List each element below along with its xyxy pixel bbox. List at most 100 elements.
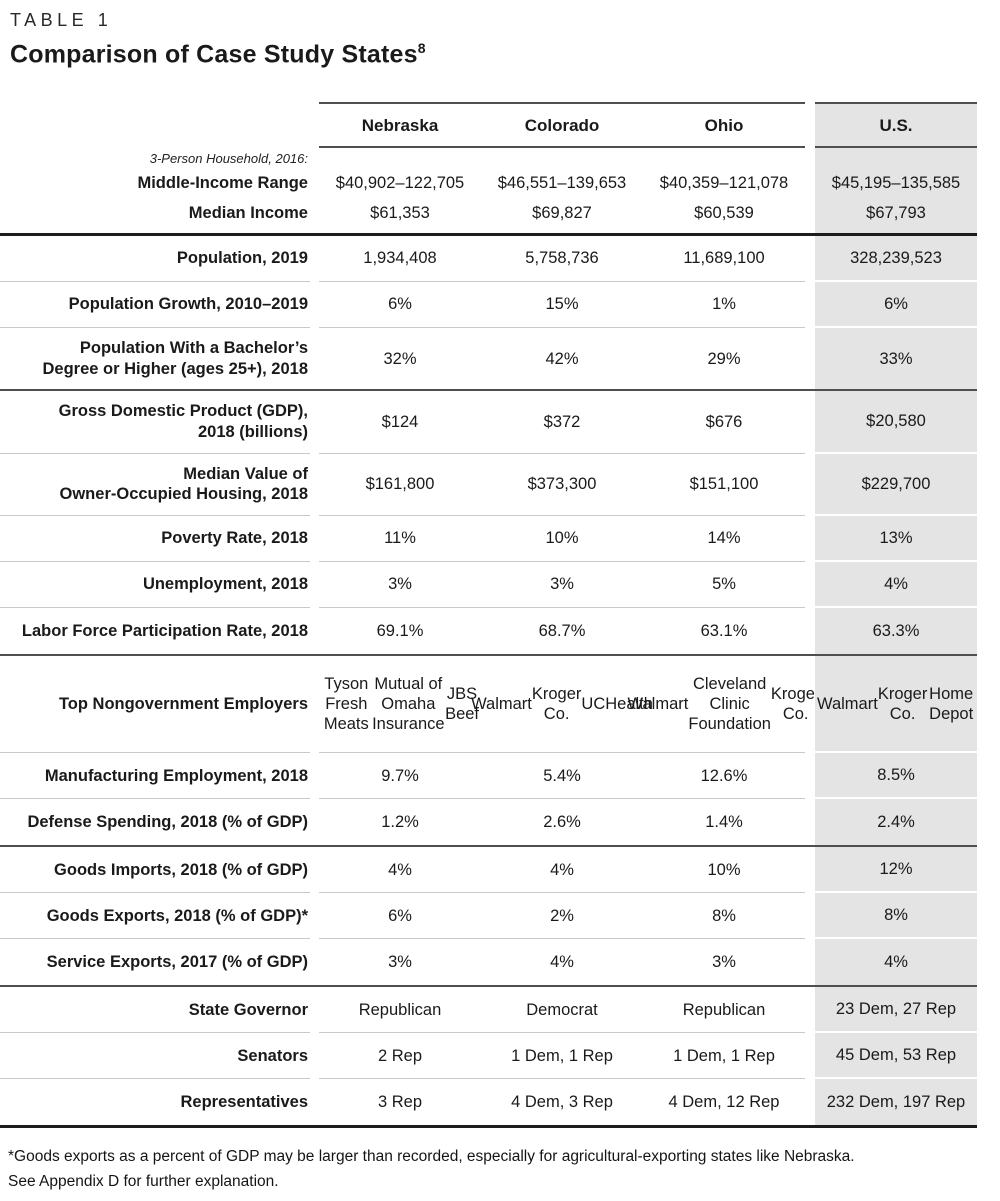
value-cell-colorado: 5.4% [481,753,643,800]
value-cell-us: Walmart Kroger Co. Home Depot [815,655,977,754]
column-headers-row: Nebraska Colorado Ohio U.S. [0,102,977,149]
employer-item: Walmart [817,694,878,713]
value-cell-colorado: 15% [481,282,643,329]
value-cell-ohio: 12.6% [643,753,805,800]
value-cell-colorado: 42% [545,349,579,368]
row-label: Population Growth, 2010–2019 [68,295,308,314]
value-cell-ohio: 4 Dem, 12 Rep [668,1093,780,1112]
value-cell-ohio: 1 Dem, 1 Rep [643,1033,805,1080]
value-cell-us: 4% [815,561,977,608]
value-cell-nebraska: 32% [383,349,417,368]
employer-item: JBS Beef [445,685,480,724]
row-label: Median Income [188,204,308,223]
row-label: Population With a Bachelor’s Degree or H… [42,339,309,378]
value-cell-colorado: $372 [481,391,643,454]
value-cell-nebraska: 6% [319,282,481,329]
row-label-cell: Senators [0,1033,310,1080]
page-title: Comparison of Case Study States8 [10,40,1000,69]
employer-item: UCHealth [581,695,653,714]
row-label: Unemployment, 2018 [142,575,308,594]
title-block: TABLE 1 Comparison of Case Study States8 [0,10,1000,69]
table-row: Defense Spending, 2018 (% of GDP) 1.2% 2… [0,799,977,848]
value-cell-us: 8% [815,893,977,940]
column-header-us: U.S. [815,102,977,149]
table-row: State Governor Republican Democrat Repub… [0,987,977,1034]
value-cell-nebraska: 11% [319,516,481,562]
value-cell-us: 45 Dem, 53 Rep [815,1033,977,1080]
row-label: Representatives [180,1093,308,1112]
value-cell-ohio: 10% [643,847,805,894]
value-cell-nebraska: 4% [319,847,481,894]
value-cell-us: 4% [815,939,977,986]
row-label: Poverty Rate, 2018 [161,529,308,548]
table-eyebrow: TABLE 1 [10,10,113,30]
table-row: Population With a Bachelor’s Degree or H… [0,328,977,392]
row-label: Goods Exports, 2018 (% of GDP)* [46,906,308,925]
table-row: Service Exports, 2017 (% of GDP) 3% 4% 3… [0,939,977,988]
value-cell-colorado: Democrat [481,987,643,1034]
row-pre-label: 3-Person Household, 2016: [149,151,308,167]
value-cell-ohio: 5% [643,562,805,608]
value-cell-nebraska: Tyson Fresh Meats Mutual of Omaha Insuran… [319,656,481,754]
value-cell-nebraska: 3% [319,562,481,608]
value-cell-ohio: $40,359–121,078 [659,173,789,192]
value-cell-nebraska: Republican [319,987,481,1034]
table-row: Top Nongovernment Employers Tyson Fresh … [0,655,977,754]
value-cell-ohio: 63.1% [700,621,748,640]
employer-item: Kroger Co. [770,685,821,724]
row-label: Senators [237,1046,308,1065]
column-header-empty [0,102,310,148]
value-cell-colorado: 2% [481,893,643,940]
value-cell-colorado: 3% [481,562,643,608]
table-row: Goods Exports, 2018 (% of GDP)* 6% 2% 8%… [0,893,977,940]
employer-item: Walmart [627,695,689,714]
value-cell-colorado: 10% [481,516,643,562]
table-row: Gross Domestic Product (GDP), 2018 (bill… [0,391,977,454]
table-row: Representatives 3 Rep 4 Dem, 3 Rep 4 Dem… [0,1079,977,1129]
column-header-ohio: Ohio [643,102,805,149]
table-row: Population Growth, 2010–2019 6% 15% 1% 6… [0,282,977,329]
row-label: Labor Force Participation Rate, 2018 [21,621,308,640]
value-cell-ohio: 8% [643,893,805,940]
value-cell-us: 13% [815,515,977,562]
value-cell-colorado: $69,827 [532,204,592,223]
title-note-ref: 8 [417,40,426,56]
row-label: Goods Imports, 2018 (% of GDP) [54,860,308,879]
value-cell-us: 12% [815,847,977,894]
row-label: Middle-Income Range [137,173,308,192]
row-label-cell: 3-Person Household, 2016: Middle-Income … [0,148,310,200]
value-cell-us: $67,793 [815,200,977,234]
value-cell-colorado: 2.6% [543,813,581,832]
row-label-cell: Population, 2019 [0,236,310,283]
table-body: 3-Person Household, 2016: Middle-Income … [0,148,977,1129]
column-header-colorado: Colorado [481,102,643,149]
row-label: Service Exports, 2017 (% of GDP) [46,953,308,972]
value-cell-ohio: 29% [707,349,741,368]
row-label: Manufacturing Employment, 2018 [44,766,308,785]
value-cell-us: 6% [815,282,977,329]
value-cell-nebraska: 9.7% [319,753,481,800]
value-cell-ohio: 11,689,100 [643,236,805,283]
value-cell-nebraska: 69.1% [376,621,424,640]
value-cell-us: $229,700 [815,453,977,516]
row-label-cell: State Governor [0,987,310,1034]
row-label: Median Value of Owner-Occupied Housing, … [59,464,308,504]
row-label: State Governor [188,1000,308,1019]
table-row: Median Income $61,353 $69,827 $60,539 $6… [0,200,977,237]
value-cell-colorado: $373,300 [481,454,643,516]
value-cell-nebraska: 1.2% [381,813,419,832]
value-cell-ohio: 1% [643,282,805,329]
value-cell-nebraska: $161,800 [319,454,481,516]
employer-item: Cleveland Clinic Foundation [688,674,771,734]
table-row: Unemployment, 2018 3% 3% 5% 4% [0,561,977,608]
row-label-cell: Population Growth, 2010–2019 [0,282,310,329]
value-cell-nebraska: $40,902–122,705 [335,173,465,192]
value-cell-colorado: 1 Dem, 1 Rep [481,1033,643,1080]
row-label-cell: Service Exports, 2017 (% of GDP) [0,939,310,985]
value-cell-us: 8.5% [815,753,977,800]
table-row: Senators 2 Rep 1 Dem, 1 Rep 1 Dem, 1 Rep… [0,1033,977,1080]
value-cell-colorado: $46,551–139,653 [497,173,627,192]
value-cell-us: 63.3% [815,607,977,654]
value-cell-colorado: Walmart Kroger Co. UCHealth [471,656,653,754]
